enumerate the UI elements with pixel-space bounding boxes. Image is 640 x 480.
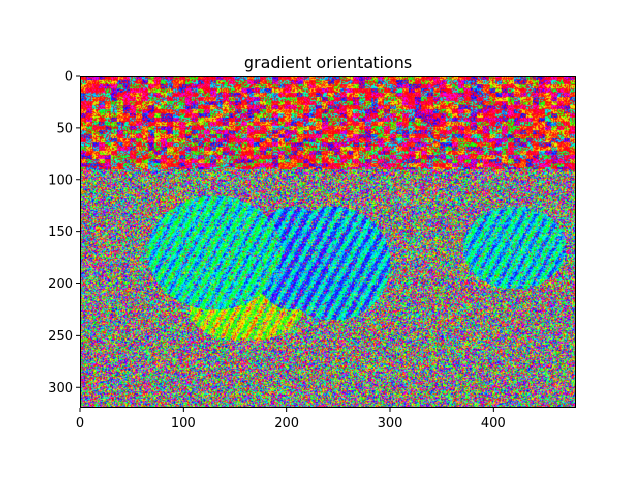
x-tick-label: 300 <box>378 416 403 431</box>
y-tick-label: 50 <box>56 121 73 136</box>
y-tick-label: 100 <box>48 173 73 188</box>
orientation-heatmap-image <box>80 76 576 408</box>
y-tick-label: 250 <box>48 329 73 344</box>
x-axis: 0 100 200 300 400 <box>76 408 506 431</box>
x-tick-label: 200 <box>274 416 299 431</box>
x-tick-label: 0 <box>76 416 84 431</box>
chart-title: gradient orientations <box>244 53 412 72</box>
axes-frame <box>80 76 576 408</box>
x-tick-label: 400 <box>481 416 506 431</box>
y-tick-label: 0 <box>65 70 73 85</box>
y-axis: 0 50 100 150 200 250 300 <box>48 70 80 396</box>
plot-area <box>80 76 576 408</box>
y-tick-label: 150 <box>48 225 73 240</box>
x-tick-label: 100 <box>171 416 196 431</box>
y-tick-label: 200 <box>48 277 73 292</box>
y-tick-label: 300 <box>48 381 73 396</box>
